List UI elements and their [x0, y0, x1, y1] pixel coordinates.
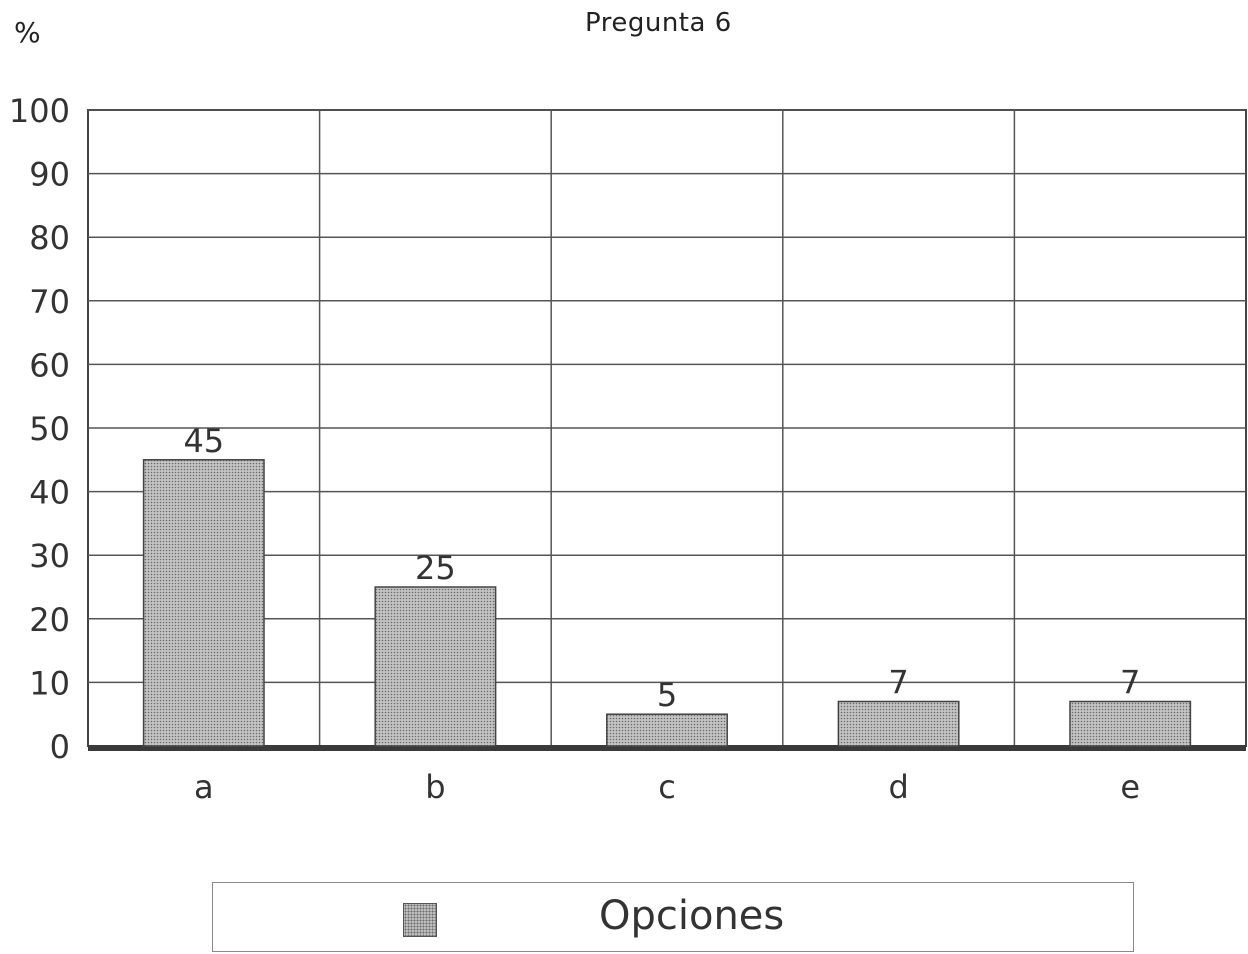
data-label: 5	[657, 676, 677, 714]
y-tick-label: 90	[29, 156, 70, 194]
y-tick-label: 0	[50, 728, 70, 766]
x-tick-label: b	[425, 768, 445, 806]
data-label: 45	[183, 422, 224, 460]
bar	[142, 459, 265, 747]
bars	[142, 459, 1192, 747]
y-tick-label: 60	[29, 346, 70, 384]
x-tick-label: a	[194, 768, 214, 806]
data-label: 7	[888, 663, 908, 701]
bar	[1069, 700, 1192, 747]
labels: 0 10 20 30 40 50 60 70 80 90 100 45 a 25 b 5 c 7 d 7 e	[9, 92, 1140, 806]
chart-title: Pregunta 6	[585, 8, 732, 38]
x-tick-label: e	[1120, 768, 1140, 806]
legend-swatch	[403, 903, 437, 937]
grid	[87, 109, 1247, 751]
y-tick-label: 40	[29, 474, 70, 512]
y-axis-label: %	[14, 16, 41, 49]
y-tick-label: 50	[29, 410, 70, 448]
y-tick-label: 70	[29, 283, 70, 321]
y-tick-label: 100	[9, 92, 70, 130]
bar-chart: 0 10 20 30 40 50 60 70 80 90 100 45 a 25 b 5 c 7 d 7 e	[9, 92, 1247, 806]
data-label: 25	[415, 549, 456, 587]
data-label: 7	[1120, 663, 1140, 701]
legend-label: Opciones	[599, 893, 785, 939]
y-tick-label: 10	[29, 664, 70, 702]
legend: Opciones	[212, 882, 1134, 952]
bar	[606, 713, 728, 747]
y-tick-label: 30	[29, 537, 70, 575]
bar	[374, 586, 497, 747]
y-tick-label: 80	[29, 219, 70, 257]
x-tick-label: c	[658, 768, 676, 806]
bar	[837, 700, 960, 747]
y-tick-label: 20	[29, 601, 70, 639]
x-tick-label: d	[888, 768, 908, 806]
